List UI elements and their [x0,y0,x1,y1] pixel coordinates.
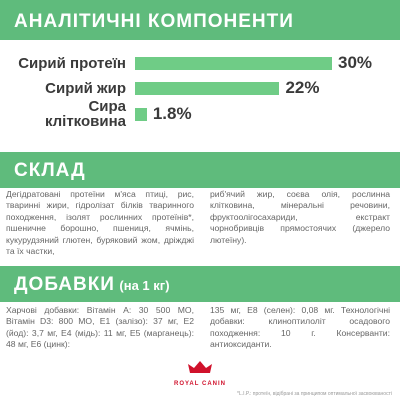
value-label: 1.8% [152,104,192,123]
additives-subtitle: (на 1 кг) [119,278,170,293]
logo-crown [188,361,212,373]
composition-title: СКЛАД [14,160,86,181]
bar [135,57,332,70]
additives-text: 135 мг, E8 (селен): 0,08 мг. Технологічн… [210,305,390,350]
bar [135,82,280,95]
additives-title: ДОБАВКИ [14,274,115,295]
additives-header: ДОБАВКИ (на 1 кг) [0,266,400,302]
composition-header: СКЛАД [0,152,400,188]
composition-text: риб'ячий жир, соєва олія, рослинна клітк… [210,189,390,245]
footnote: *L.I.P.: протеїн, відібрані за принципом… [237,391,392,397]
row-label: Сирий протеїн [18,54,126,72]
additives-text: Харчові добавки: Вітамін A: 30 500 MO, В… [6,305,194,350]
analysis-title: АНАЛІТИЧНІ КОМПОНЕНТИ [14,11,294,32]
logo: ROYAL CANIN [150,360,250,387]
value-label: 30% [338,53,373,72]
value-label: 22% [285,78,320,97]
bar [135,108,147,121]
row-label: Сира клітковина [44,98,126,130]
row-label: Сирий жир [45,79,126,97]
logo-text: ROYAL CANIN [173,381,226,387]
composition-text: Дегідратовані протеїни м'яса птиці, рис,… [6,189,194,257]
analysis-header: АНАЛІТИЧНІ КОМПОНЕНТИ [0,0,400,40]
